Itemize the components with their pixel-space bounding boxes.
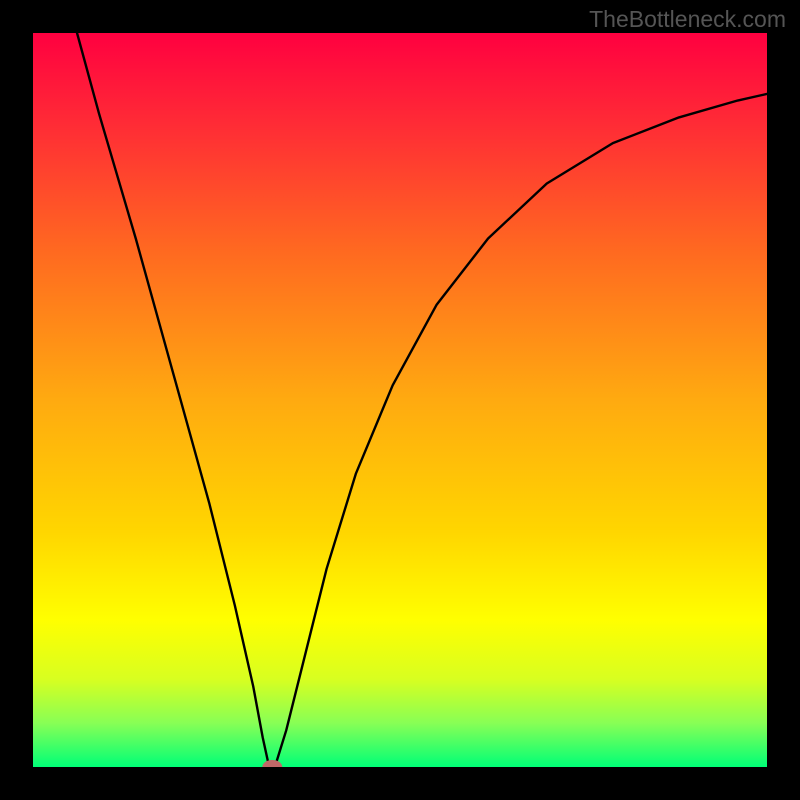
chart-svg bbox=[0, 0, 800, 800]
gradient-plot-area bbox=[33, 33, 767, 767]
chart-container: TheBottleneck.com bbox=[0, 0, 800, 800]
watermark-text: TheBottleneck.com bbox=[589, 6, 786, 33]
